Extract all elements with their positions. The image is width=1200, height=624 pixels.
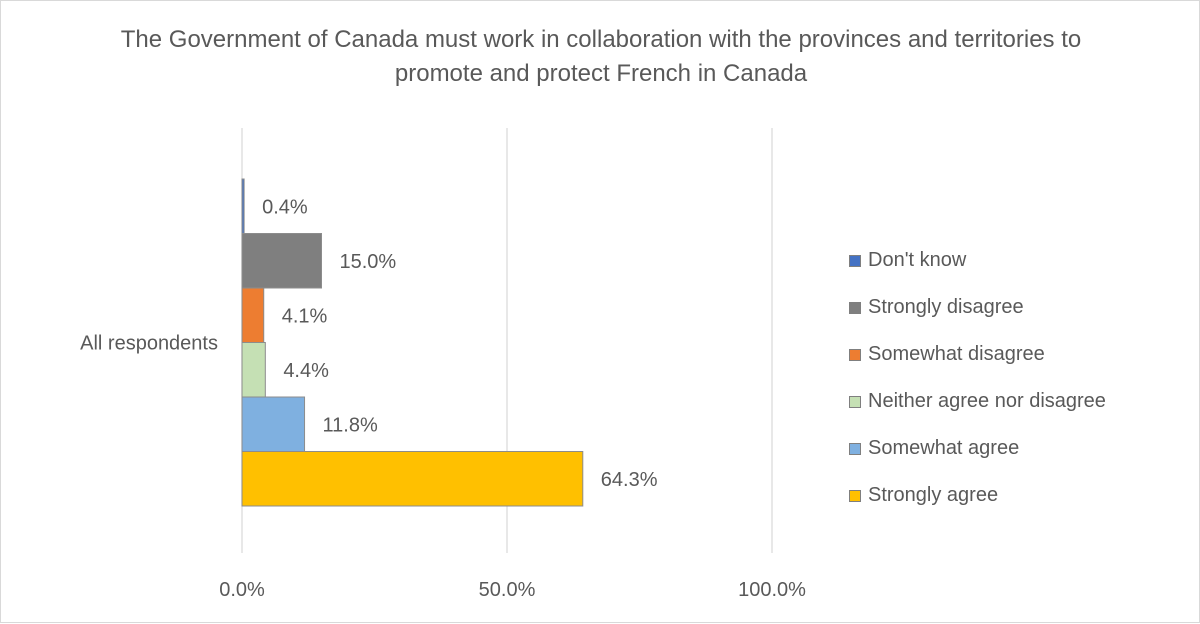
legend-item: Strongly disagree [849,284,1189,331]
legend-swatch [849,254,861,267]
bar-somewhat-agree [241,396,306,452]
data-label: 11.8% [323,414,378,436]
legend: Don't know Strongly disagree Somewhat disa… [849,237,1189,519]
legend-item: Somewhat disagree [849,331,1189,378]
bar-strongly-disagree [241,233,322,289]
legend-swatch [849,348,861,361]
legend-label: Neither agree nor disagree [868,390,1106,412]
data-label: 64.3% [601,469,658,491]
bar-strongly-agree [241,451,584,507]
legend-swatch [849,489,861,502]
bar-somewhat-disagree [241,287,265,343]
legend-swatch [849,301,861,314]
bar-neither-agree-nor-disagree [241,342,266,398]
legend-label: Somewhat disagree [868,343,1045,365]
data-label: 4.4% [283,360,329,382]
legend-label: Strongly disagree [868,296,1024,318]
data-labels: 0.4% 15.0% 4.1% 4.4% 11.8% 64.3% [262,196,658,491]
legend-swatch [849,442,861,455]
x-tick-label: 50.0% [479,579,536,601]
bar-don-t-know [241,178,245,234]
x-tick-label: 0.0% [219,579,265,601]
legend-label: Somewhat agree [868,437,1020,459]
legend-item: Neither agree nor disagree [849,378,1189,425]
legend-item: Somewhat agree [849,425,1189,472]
data-label: 0.4% [262,196,308,218]
legend-swatch [849,395,861,408]
category-label: All respondents [80,333,218,355]
legend-item: Strongly agree [849,472,1189,519]
legend-item: Don't know [849,237,1189,284]
x-tick-label: 100.0% [738,579,806,601]
x-axis-ticks: 0.0% 50.0% 100.0% [219,579,806,601]
legend-label: Don't know [868,249,967,271]
legend-label: Strongly agree [868,484,999,506]
bars [241,178,584,507]
category-labels: All respondents [80,333,218,355]
chart-title: The Government of Canada must work in co… [120,26,1082,87]
data-label: 4.1% [282,305,328,327]
data-label: 15.0% [340,251,397,273]
